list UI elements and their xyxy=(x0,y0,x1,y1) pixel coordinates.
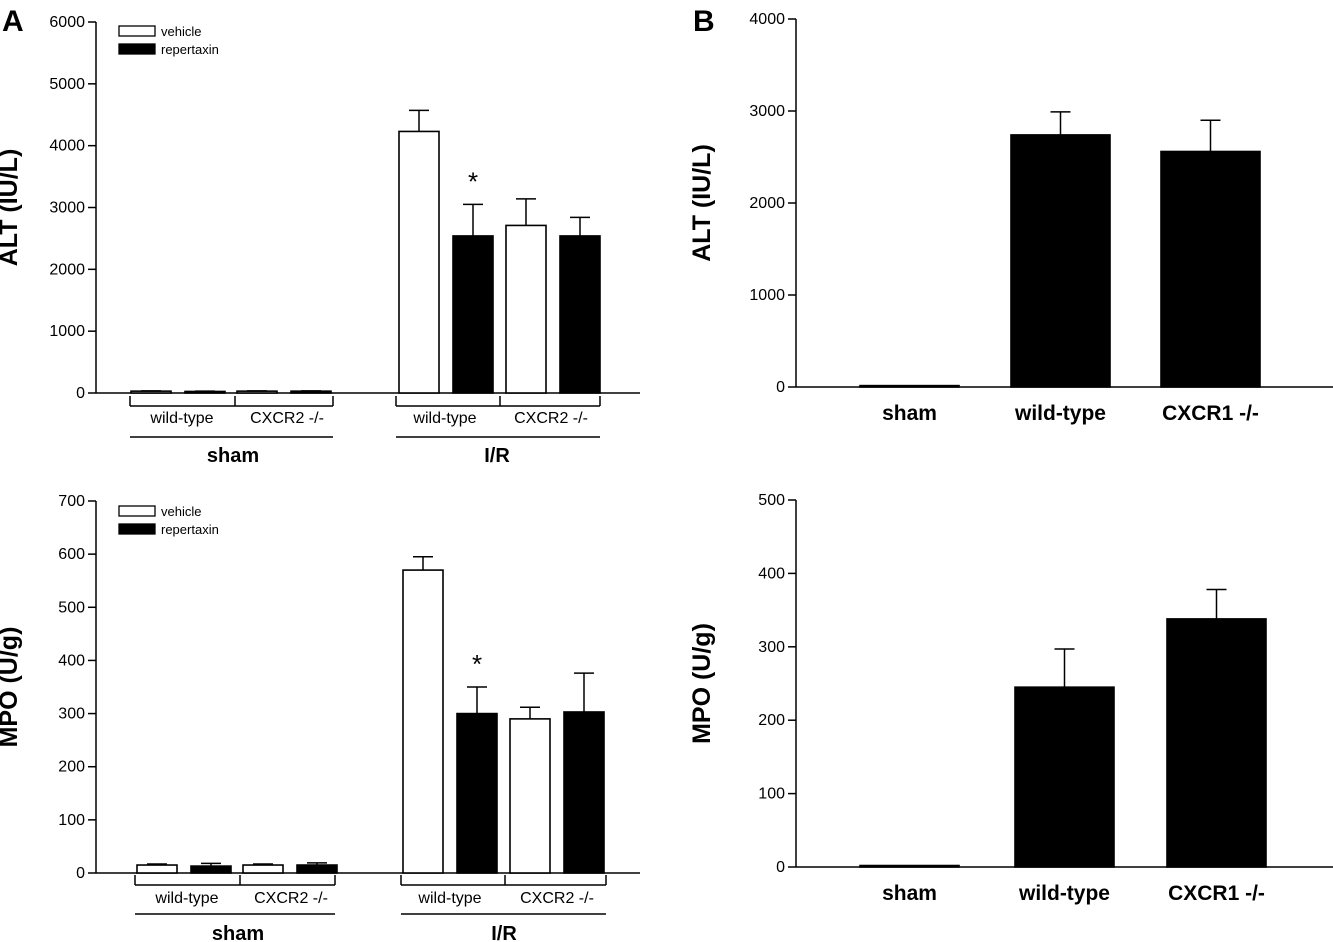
group-label: CXCR2 -/- xyxy=(514,410,588,427)
panel-label-b: B xyxy=(693,5,715,38)
y-tick-label: 300 xyxy=(58,706,85,723)
group-label: wild-type xyxy=(412,410,476,427)
y-tick-label: 0 xyxy=(776,859,785,876)
bar-CXCR1 -/- xyxy=(1166,618,1267,868)
category-label: wild-type xyxy=(1018,882,1110,905)
y-axis-label: MPO (U/g) xyxy=(0,627,23,748)
y-axis-label: ALT (IU/L) xyxy=(0,149,23,267)
bar-repertaxin xyxy=(296,864,338,874)
bar-repertaxin xyxy=(190,865,232,874)
group-label: CXCR2 -/- xyxy=(254,890,328,907)
y-tick-label: 3000 xyxy=(749,103,785,120)
bar-vehicle xyxy=(402,569,444,874)
category-label: sham xyxy=(882,882,937,905)
y-tick-label: 500 xyxy=(758,492,785,509)
legend-label-vehicle: vehicle xyxy=(161,24,201,39)
legend-swatch-repertaxin xyxy=(118,43,156,55)
chart-b-alt: 0 1000 2000 3000 4000 ALT (IU/L) sham wild-type… xyxy=(688,11,1333,425)
y-tick-label: 5000 xyxy=(49,76,85,93)
y-tick-label: 4000 xyxy=(749,11,785,28)
y-tick-label: 400 xyxy=(758,565,785,582)
bar-vehicle xyxy=(136,864,178,874)
legend-label-repertaxin: repertaxin xyxy=(161,42,219,57)
bar-vehicle xyxy=(242,864,284,874)
bar-wild-type xyxy=(1010,134,1111,388)
bar-CXCR1 -/- xyxy=(1160,150,1261,388)
bar-repertaxin xyxy=(452,235,494,394)
category-label: CXCR1 -/- xyxy=(1168,882,1265,905)
chart-a-alt: 0 1000 2000 3000 4000 5000 6000 ALT (IU/L) wild-… xyxy=(0,14,640,467)
significance-marker: * xyxy=(472,649,482,679)
y-axis-label: MPO (U/g) xyxy=(688,623,716,744)
bar-wild-type xyxy=(1014,686,1115,868)
condition-label: sham xyxy=(207,445,259,467)
group-label: wild-type xyxy=(149,410,213,427)
y-tick-label: 500 xyxy=(58,599,85,616)
y-tick-label: 0 xyxy=(76,385,85,402)
y-tick-label: 1000 xyxy=(749,287,785,304)
bar-sham xyxy=(859,864,960,868)
y-tick-label: 400 xyxy=(58,652,85,669)
condition-label: I/R xyxy=(484,445,510,467)
group-label: CXCR2 -/- xyxy=(520,890,594,907)
legend-swatch-vehicle xyxy=(118,505,156,517)
y-tick-label: 2000 xyxy=(749,195,785,212)
y-axis-label: ALT (IU/L) xyxy=(688,144,716,262)
y-tick-label: 4000 xyxy=(49,138,85,155)
y-tick-label: 0 xyxy=(76,865,85,882)
y-tick-label: 600 xyxy=(58,546,85,563)
y-tick-label: 200 xyxy=(758,712,785,729)
bar-repertaxin xyxy=(563,711,605,874)
bar-repertaxin xyxy=(559,235,601,394)
bar-sham xyxy=(859,384,960,388)
group-label: wild-type xyxy=(154,890,218,907)
bar-vehicle xyxy=(509,718,551,874)
condition-label: sham xyxy=(212,923,264,942)
panel-label-a: A xyxy=(2,5,24,38)
group-label: wild-type xyxy=(417,890,481,907)
y-tick-label: 2000 xyxy=(49,261,85,278)
bar-vehicle xyxy=(398,130,440,394)
legend-label-vehicle: vehicle xyxy=(161,504,201,519)
legend-label-repertaxin: repertaxin xyxy=(161,522,219,537)
y-tick-label: 100 xyxy=(58,812,85,829)
legend-swatch-repertaxin xyxy=(118,523,156,535)
chart-a-mpo: 0 100 200 300 400 500 600 700 MPO (U/g) wild-type… xyxy=(0,493,640,942)
y-tick-label: 6000 xyxy=(49,14,85,31)
y-tick-label: 3000 xyxy=(49,200,85,217)
category-label: sham xyxy=(882,402,937,425)
category-label: CXCR1 -/- xyxy=(1162,402,1259,425)
bar-vehicle xyxy=(505,224,547,394)
condition-label: I/R xyxy=(491,923,517,942)
significance-marker: * xyxy=(468,166,478,196)
group-label: CXCR2 -/- xyxy=(250,410,324,427)
legend-swatch-vehicle xyxy=(118,25,156,37)
y-tick-label: 100 xyxy=(758,786,785,803)
category-label: wild-type xyxy=(1014,402,1106,425)
y-tick-label: 0 xyxy=(776,379,785,396)
y-tick-label: 1000 xyxy=(49,323,85,340)
chart-b-mpo: 0 100 200 300 400 500 MPO (U/g) sham wild-type CX… xyxy=(688,492,1333,905)
y-tick-label: 300 xyxy=(758,639,785,656)
bar-repertaxin xyxy=(456,712,498,874)
y-tick-label: 200 xyxy=(58,759,85,776)
y-tick-label: 700 xyxy=(58,493,85,510)
